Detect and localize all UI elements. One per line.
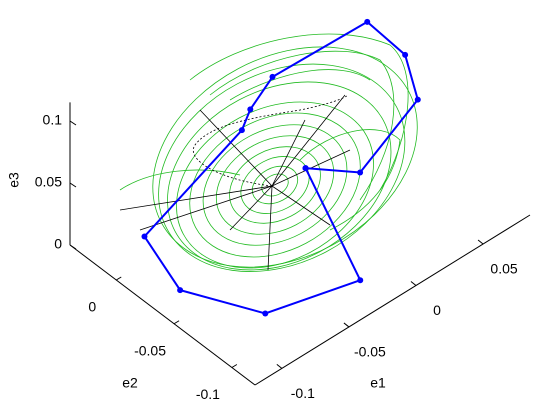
point-marker [357, 169, 364, 176]
point-marker [357, 277, 364, 284]
radial-lines [119, 94, 351, 271]
point-marker [247, 106, 254, 113]
z-tick-label: 0.1 [43, 112, 63, 128]
z-tick [69, 182, 77, 188]
x-tick [477, 239, 484, 245]
x-tick-label: -0.1 [291, 385, 315, 401]
x-axis-label: e1 [370, 375, 386, 391]
x-tick-label: 0 [433, 302, 441, 318]
y-axis-label: e2 [122, 375, 138, 391]
y-tick [173, 320, 180, 325]
y-tick [115, 276, 122, 281]
point-marker [402, 51, 409, 58]
x-tick [276, 364, 283, 369]
z-tick [69, 120, 77, 126]
z-tick-label: 0 [54, 236, 62, 252]
point-marker [269, 73, 276, 80]
point-marker [238, 127, 245, 134]
y-tick [231, 364, 238, 368]
x-axis [254, 214, 531, 386]
point-marker [177, 287, 184, 294]
point-marker [364, 18, 371, 25]
y-tick-label: 0 [88, 299, 96, 315]
z-axis-label: e3 [6, 172, 22, 188]
point-marker [262, 310, 269, 317]
x-tick-label: 0.05 [490, 261, 517, 277]
x-tick-label: -0.05 [354, 344, 386, 360]
point-marker [414, 96, 421, 103]
y-tick-label: -0.1 [196, 386, 220, 402]
x-tick [343, 322, 350, 328]
z-tick [69, 244, 77, 250]
x-tick [410, 281, 417, 286]
point-marker [141, 233, 148, 240]
y-tick-label: -0.05 [134, 342, 166, 358]
y-axis [69, 244, 256, 386]
point-marker [302, 165, 309, 172]
z-tick-label: 0.05 [35, 174, 62, 190]
